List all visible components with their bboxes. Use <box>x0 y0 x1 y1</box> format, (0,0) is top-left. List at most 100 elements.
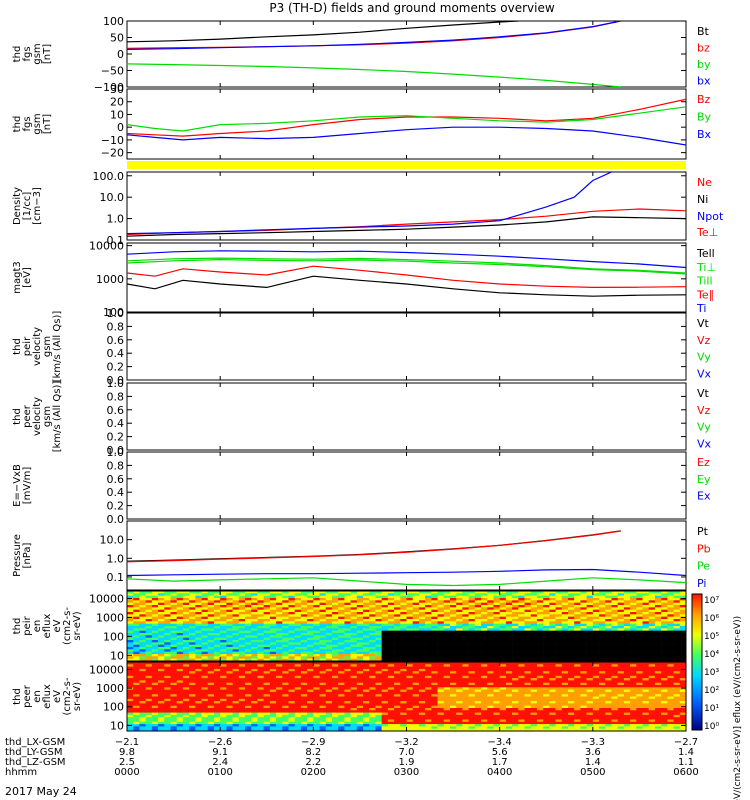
y-tick-label: 100 <box>103 630 124 643</box>
spectrogram-cell <box>170 691 177 695</box>
spectrogram-cell <box>207 656 215 659</box>
spectrogram-cell <box>363 728 370 731</box>
spectrogram-cell <box>207 593 215 596</box>
spectrogram-cell <box>207 654 215 657</box>
spectrogram-cell <box>630 649 637 652</box>
spectrogram-cell <box>350 691 358 695</box>
spectrogram-cell <box>605 640 612 643</box>
spectrogram-cell <box>493 616 500 620</box>
spectrogram-cell <box>505 721 513 725</box>
spectrogram-cell <box>381 703 389 706</box>
spectrogram-cell <box>636 602 643 606</box>
spectrogram-cell <box>338 710 345 713</box>
spectrogram-cell <box>170 609 177 613</box>
spectrogram-cell <box>300 591 308 594</box>
spectrogram-cell <box>170 651 177 655</box>
spectrogram-cell <box>586 635 594 638</box>
spectrogram-cell <box>468 595 476 599</box>
spectrogram-cell <box>524 602 532 606</box>
spectrogram-cell <box>158 633 165 636</box>
spectrogram-cell <box>232 668 240 672</box>
spectrogram-cell <box>592 607 600 610</box>
spectrogram-cell <box>648 656 656 659</box>
spectrogram-cell <box>331 614 339 617</box>
spectrogram-cell <box>443 685 451 688</box>
spectrogram-cell <box>170 717 177 720</box>
spectrogram-cell <box>437 666 445 670</box>
spectrogram-cell <box>611 602 618 606</box>
spectrogram-cell <box>418 724 426 727</box>
spectrogram-cell <box>599 602 606 606</box>
spectrogram-cell <box>481 644 488 648</box>
spectrogram-cell <box>437 619 445 622</box>
spectrogram-cell <box>226 685 233 688</box>
spectrogram-cell <box>499 633 507 636</box>
spectrogram-cell <box>630 658 637 661</box>
spectrogram-cell <box>195 600 202 603</box>
spectrogram-cell <box>245 710 252 713</box>
spectrogram-cell <box>307 619 314 622</box>
spectrogram-cell <box>375 662 382 665</box>
spectrogram-cell <box>300 689 308 693</box>
spectrogram-cell <box>195 595 202 599</box>
spectrogram-cell <box>524 656 532 659</box>
spectrogram-cell <box>232 598 240 601</box>
spectrogram-cell <box>456 640 463 643</box>
spectrogram-cell <box>512 621 519 624</box>
spectrogram-cell <box>344 710 351 713</box>
spectrogram-cell <box>462 593 469 596</box>
spectrogram-cell <box>294 662 302 665</box>
spectrogram-cell <box>375 640 382 643</box>
spectrogram-cell <box>331 680 339 683</box>
spectrogram-cell <box>251 602 258 606</box>
spectrogram-cell <box>400 635 407 638</box>
spectrogram-cell <box>350 600 358 603</box>
spectrogram-cell <box>269 694 277 697</box>
spectrogram-cell <box>207 678 215 681</box>
spectrogram-cell <box>288 671 295 674</box>
spectrogram-cell <box>400 703 407 706</box>
spectrogram-cell <box>257 705 264 709</box>
spectrogram-cell <box>133 628 140 631</box>
spectrogram-cell <box>642 609 650 613</box>
spectrogram-cell <box>524 714 532 718</box>
y-tick-label: 20 <box>110 96 124 109</box>
spectrogram-cell <box>617 642 625 645</box>
spectrogram-cell <box>232 680 240 683</box>
spectrogram-cell <box>617 644 625 648</box>
spectrogram-9 <box>127 591 686 661</box>
spectrogram-cell <box>338 698 345 702</box>
spectrogram-cell <box>406 721 414 725</box>
spectrogram-cell <box>201 694 209 697</box>
spectrogram-cell <box>276 696 283 700</box>
spectrogram-cell <box>630 656 637 659</box>
spectrogram-cell <box>536 656 544 659</box>
spectrogram-cell <box>151 595 159 599</box>
spectrogram-cell <box>462 602 469 606</box>
spectrogram-cell <box>139 675 146 679</box>
spectrogram-cell <box>313 726 320 729</box>
spectrogram-cell <box>127 649 134 652</box>
spectrogram-cell <box>182 666 190 670</box>
spectrogram-cell <box>195 656 202 659</box>
spectrogram-cell <box>350 637 358 641</box>
spectrogram-cell <box>344 612 351 615</box>
spectrogram-cell <box>282 682 289 686</box>
spectrogram-cell <box>487 642 494 645</box>
spectrogram-cell <box>481 685 488 688</box>
spectrogram-cell <box>679 644 686 648</box>
spectrogram-cell <box>294 607 302 610</box>
spectrogram-cell <box>207 687 215 690</box>
spectrogram-cell <box>133 675 140 679</box>
spectrogram-cell <box>282 619 289 622</box>
spectrogram-cell <box>363 724 370 727</box>
spectrogram-cell <box>592 591 600 594</box>
spectrogram-cell <box>257 640 264 643</box>
spectrogram-cell <box>630 637 637 641</box>
spectrogram-cell <box>617 647 625 650</box>
spectrogram-cell <box>567 607 575 610</box>
spectrogram-cell <box>213 612 221 615</box>
spectrogram-cell <box>449 678 457 681</box>
spectrogram-cell <box>220 605 227 608</box>
spectrogram-cell <box>536 651 544 655</box>
